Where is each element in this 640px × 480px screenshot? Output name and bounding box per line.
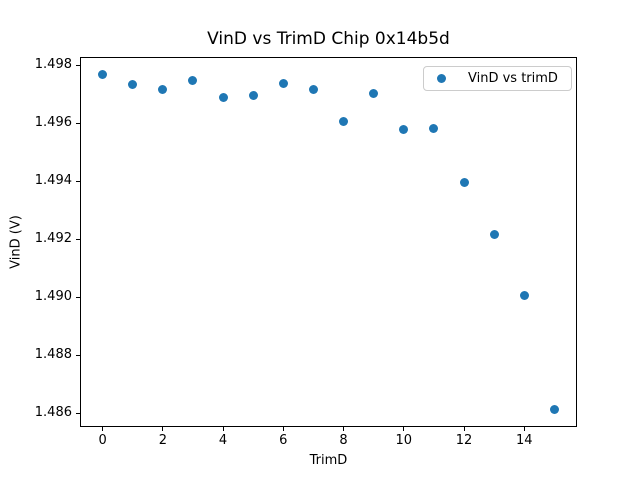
x-tick-label: 14 <box>516 433 533 448</box>
y-tick-mark <box>76 354 80 356</box>
y-tick-label: 1.490 <box>34 289 72 305</box>
y-tick-mark <box>76 238 80 240</box>
x-tick-label: 10 <box>395 433 413 448</box>
y-tick-mark <box>76 412 80 414</box>
scatter-point <box>369 89 379 99</box>
y-tick-label: 1.486 <box>34 405 72 421</box>
x-tick-label: 2 <box>158 433 167 448</box>
chart-title: VinD vs TrimD Chip 0x14b5d <box>207 29 450 49</box>
x-tick-mark <box>403 427 405 431</box>
plot-area <box>80 57 577 427</box>
scatter-point <box>399 125 409 135</box>
scatter-point <box>278 78 288 88</box>
scatter-point <box>128 80 138 90</box>
y-tick-mark <box>76 122 80 124</box>
scatter-point <box>489 230 499 240</box>
y-tick-label: 1.496 <box>34 115 72 131</box>
x-tick-mark <box>222 427 224 431</box>
scatter-point <box>308 84 318 94</box>
legend-label: VinD vs trimD <box>468 71 558 86</box>
x-tick-mark <box>523 427 525 431</box>
x-tick-label: 0 <box>98 433 107 448</box>
legend-marker-icon <box>437 74 446 83</box>
scatter-point <box>188 75 198 85</box>
scatter-point <box>98 70 108 80</box>
x-tick-mark <box>102 427 104 431</box>
y-tick-mark <box>76 64 80 66</box>
scatter-point <box>339 116 349 126</box>
y-tick-mark <box>76 296 80 298</box>
scatter-point <box>519 291 529 301</box>
x-tick-mark <box>282 427 284 431</box>
x-tick-mark <box>463 427 465 431</box>
x-tick-mark <box>162 427 164 431</box>
scatter-point <box>549 405 559 415</box>
y-tick-label: 1.498 <box>34 57 72 73</box>
x-tick-mark <box>343 427 345 431</box>
y-tick-label: 1.494 <box>34 173 72 189</box>
x-tick-label: 12 <box>455 433 473 448</box>
x-tick-label: 8 <box>339 433 348 448</box>
scatter-point <box>459 178 469 188</box>
y-tick-label: 1.492 <box>34 231 72 247</box>
y-tick-label: 1.488 <box>34 347 72 363</box>
scatter-point <box>158 84 168 94</box>
x-axis-label: TrimD <box>309 453 348 468</box>
x-tick-label: 6 <box>279 433 288 448</box>
legend: VinD vs trimD <box>423 66 572 91</box>
scatter-point <box>218 92 228 102</box>
x-tick-label: 4 <box>218 433 228 448</box>
scatter-point <box>248 91 258 101</box>
y-tick-mark <box>76 180 80 182</box>
scatter-point <box>429 124 439 134</box>
